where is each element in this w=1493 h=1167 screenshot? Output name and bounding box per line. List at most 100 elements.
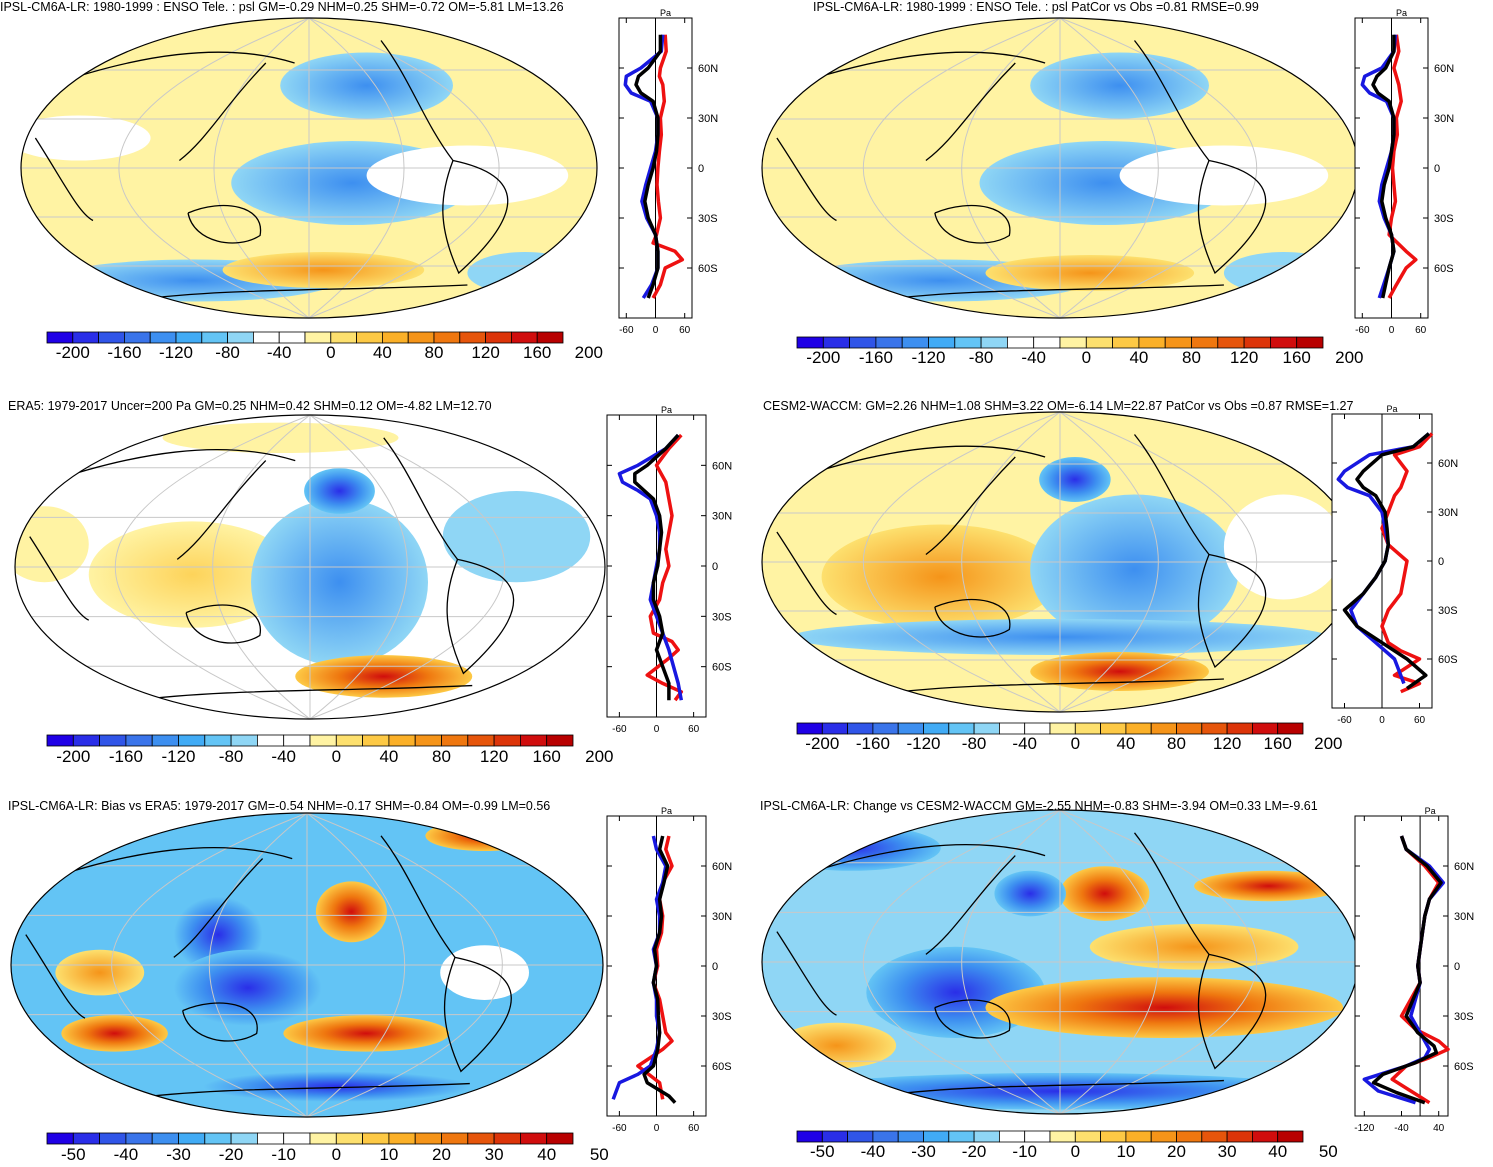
colorbar-tick-label: 200 — [1335, 348, 1363, 367]
colorbar-swatch — [847, 1130, 874, 1143]
profile-lat-label: 60N — [698, 63, 718, 75]
map-border — [14, 414, 606, 720]
colorbar-swatch — [414, 1132, 442, 1145]
colorbar-swatch — [1226, 1130, 1253, 1143]
colorbar-swatch — [256, 1132, 285, 1145]
coastline — [187, 204, 262, 244]
colorbar-tick-label: 30 — [1218, 1142, 1237, 1161]
colorbar-tick-label: -10 — [1012, 1142, 1037, 1161]
profile-lat-label: 60N — [1438, 458, 1458, 470]
colorbar-swatch — [98, 331, 125, 344]
coastline — [176, 460, 267, 560]
colorbar-tick-label: -80 — [215, 343, 240, 362]
coastline — [380, 835, 456, 958]
colorbar-swatch — [485, 331, 512, 344]
profile-lat-label: 60N — [712, 460, 732, 472]
graticule-lon — [1059, 810, 1159, 1114]
colorbar-swatch — [897, 722, 924, 735]
colorbar-swatch — [230, 1132, 258, 1145]
panel-title: ERA5: 1979-2017 Uncer=200 Pa GM=0.25 NHM… — [8, 399, 492, 413]
colorbar-swatch — [1277, 1130, 1304, 1143]
colorbar-tick-label: 10 — [1116, 1142, 1135, 1161]
panel-title: IPSL-CM6A-LR: 1980-1999 : ENSO Tele. : p… — [0, 0, 564, 14]
graticule-lon — [961, 810, 1061, 1114]
colorbar-swatch — [381, 331, 409, 344]
colorbar-swatch — [433, 331, 461, 344]
profile-line-model — [645, 433, 684, 702]
profile-x-tick-label: 60 — [688, 1123, 700, 1134]
field-anomaly — [21, 115, 151, 161]
colorbar-swatch — [999, 1130, 1026, 1143]
colorbar-swatch — [875, 336, 903, 349]
colorbar-tick-label: 0 — [332, 1145, 341, 1164]
profile-line-mean — [1371, 34, 1396, 299]
colorbar-tick-label: -30 — [166, 1145, 191, 1164]
profile-x-tick-label: -60 — [619, 325, 634, 336]
profile-lat-label: 30N — [1438, 507, 1458, 519]
colorbar-swatch — [821, 722, 848, 735]
profile-x-tick-label: 0 — [654, 1123, 660, 1134]
colorbar-tick-label: 0 — [332, 747, 341, 766]
colorbar-tick-label: 40 — [379, 747, 398, 766]
coastline — [1133, 434, 1210, 555]
graticule-lon — [862, 412, 1061, 712]
profile-lat-label: 30S — [1438, 605, 1458, 617]
profile-lat-label: 30S — [1454, 1011, 1474, 1023]
colorbar-swatch — [388, 1132, 416, 1145]
colorbar-swatch — [1296, 336, 1324, 349]
profile-lat-label: 0 — [698, 163, 704, 175]
graticule-lon — [212, 415, 311, 719]
profile-units-label: Pa — [1396, 8, 1407, 18]
colorbar-swatch — [493, 734, 521, 747]
field-anomaly — [203, 1071, 470, 1102]
graticule-lon — [961, 18, 1061, 318]
colorbar-swatch — [1150, 1130, 1177, 1143]
colorbar-swatch — [973, 1130, 1000, 1143]
coastline — [173, 858, 264, 958]
field-anomaly — [1060, 866, 1150, 921]
profile-units-label: Pa — [661, 806, 672, 816]
graticule-lon — [213, 18, 310, 318]
colorbar-2: -200 -160 -120 -80 -40 0 40 80 120 160 200 — [796, 336, 1363, 367]
profile-x-tick-label: 0 — [653, 325, 659, 336]
colorbar-tick-label: -50 — [810, 1142, 835, 1161]
colorbar-tick-label: 0 — [1082, 348, 1091, 367]
colorbar-swatch — [283, 1132, 311, 1145]
colorbar-swatch — [1176, 1130, 1203, 1143]
profile-lat-label: 60S — [712, 662, 732, 674]
colorbar-tick-label: -40 — [1021, 348, 1046, 367]
profile-lat-label: 60N — [1454, 861, 1474, 873]
colorbar-swatch — [204, 1132, 232, 1145]
colorbar-swatch — [441, 1132, 469, 1145]
colorbar-tick-label: 160 — [533, 747, 561, 766]
colorbar-tick-label: 80 — [1182, 348, 1201, 367]
coastline — [178, 62, 267, 162]
coastline — [185, 604, 261, 644]
colorbar-tick-label: -40 — [1012, 734, 1037, 753]
colorbar-swatch — [954, 336, 982, 349]
colorbar-swatch — [467, 734, 495, 747]
profile-line-mean — [1342, 432, 1431, 690]
colorbar-swatch — [178, 734, 206, 747]
colorbar-swatch — [441, 734, 469, 747]
field-anomaly — [366, 145, 569, 206]
colorbar-swatch — [822, 336, 850, 349]
profile-lat-label: 30S — [712, 1011, 732, 1023]
profile-x-tick-label: 60 — [679, 325, 691, 336]
field-anomaly — [994, 870, 1066, 917]
profile-lat-label: 60S — [1438, 654, 1458, 666]
colorbar-tick-label: 0 — [1071, 1142, 1080, 1161]
field-anomaly — [222, 252, 425, 288]
colorbar-swatch — [520, 734, 548, 747]
colorbar-tick-label: 0 — [1071, 734, 1080, 753]
profile-lat-label: 0 — [1454, 961, 1460, 973]
colorbar-tick-label: -10 — [271, 1145, 296, 1164]
field-anomaly — [1030, 494, 1239, 645]
colorbar-swatch — [124, 331, 151, 344]
colorbar-swatch — [1191, 336, 1219, 349]
field-anomaly — [821, 524, 1060, 630]
colorbar-swatch — [201, 331, 229, 344]
graticule-lon — [961, 412, 1061, 712]
colorbar-tick-label: -40 — [861, 1142, 886, 1161]
colorbar-tick-label: -200 — [56, 343, 90, 362]
